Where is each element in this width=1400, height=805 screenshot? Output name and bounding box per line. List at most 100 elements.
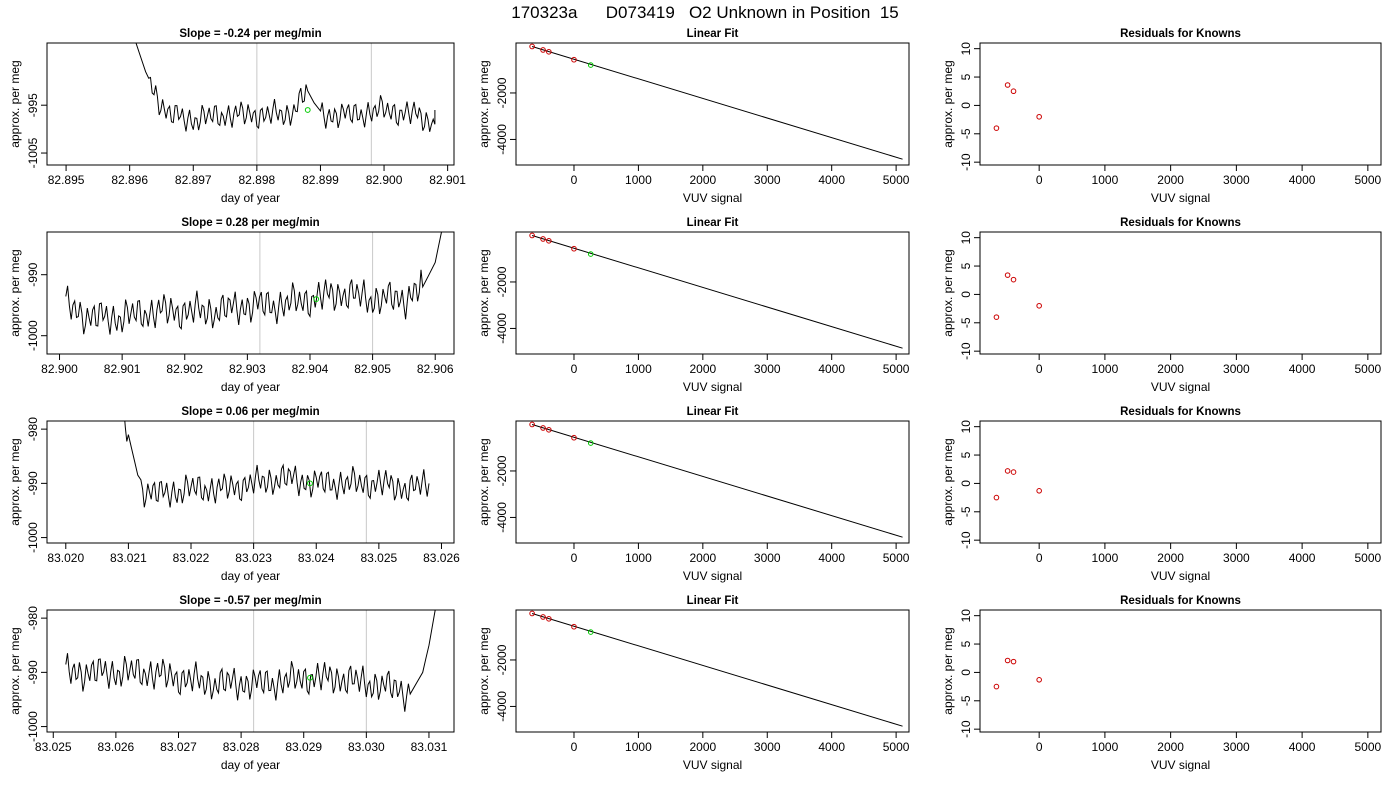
x-tick-label: 83.028	[223, 740, 260, 754]
x-tick-label: 2000	[1157, 740, 1184, 754]
y-tick-label: -2000	[495, 455, 509, 486]
x-tick-label: 2000	[689, 740, 716, 754]
x-tick-label: 4000	[1289, 551, 1316, 565]
panel-title: Linear Fit	[687, 406, 739, 418]
y-tick-label: -10	[959, 153, 973, 171]
figure-title: 170323a D073419 O2 Unknown in Position 1…	[511, 3, 898, 22]
x-axis-label: VUV signal	[1151, 758, 1210, 772]
panel-r4-c3: Residuals for Knowns 0 1000 2000 3000 4000 500…	[941, 595, 1382, 772]
x-tick-label: 82.897	[175, 173, 212, 187]
y-tick-label: -980	[26, 417, 40, 441]
y-tick-label: 0	[959, 102, 973, 109]
panel-r1-c1: Slope = -0.24 per meg/min 82.895 82.896 82.…	[8, 28, 466, 205]
x-tick-label: 2000	[689, 173, 716, 187]
known-point	[1004, 272, 1011, 278]
known-point	[546, 427, 552, 433]
known-point	[546, 616, 552, 622]
panel-title: Linear Fit	[687, 28, 739, 40]
x-tick-label: 83.026	[98, 740, 135, 754]
plot-area	[993, 272, 1042, 320]
y-tick-label: -1000	[26, 522, 40, 553]
y-tick-label: 5	[959, 640, 973, 647]
plot-frame	[515, 231, 910, 355]
y-tick-label: -2000	[495, 266, 509, 297]
known-point	[540, 425, 546, 431]
plot-area	[529, 421, 903, 538]
y-tick-label: -10	[959, 342, 973, 360]
x-tick-label: 83.030	[348, 740, 385, 754]
unknown-marker	[307, 480, 313, 487]
fit-line	[531, 46, 903, 160]
x-tick-label: 4000	[818, 173, 845, 187]
y-tick-label: -4000	[495, 313, 509, 344]
x-tick-label: 5000	[1355, 362, 1382, 376]
x-tick-label: 4000	[818, 740, 845, 754]
unknown-marker	[313, 296, 320, 303]
panel-r1-c2: Linear Fit 0 1000 2000 3000 4000 5000 -4000 -200…	[477, 28, 910, 205]
known-point	[571, 245, 577, 252]
known-point	[540, 47, 546, 53]
y-tick-label: 10	[959, 42, 973, 56]
x-tick-label: 1000	[625, 362, 652, 376]
x-tick-label: 4000	[818, 362, 845, 376]
panel-title: Residuals for Knowns	[1120, 595, 1241, 607]
panel-title: Slope = 0.06 per meg/min	[181, 406, 319, 418]
fit-line	[531, 424, 903, 538]
x-tick-label: 0	[571, 173, 578, 187]
x-tick-label: 3000	[754, 551, 781, 565]
known-point	[1036, 487, 1042, 494]
x-tick-label: 83.029	[285, 740, 322, 754]
y-tick-label: -4000	[495, 502, 509, 533]
unknown-point	[587, 440, 594, 446]
known-point	[571, 56, 577, 63]
series-line	[65, 610, 436, 712]
y-tick-label: 10	[959, 609, 973, 623]
x-tick-label: 83.025	[35, 740, 72, 754]
y-tick-label: -2000	[495, 77, 509, 108]
y-tick-label: -4000	[495, 691, 509, 722]
fit-line	[531, 235, 903, 349]
y-tick-label: -5	[959, 695, 973, 706]
y-axis-label: approx. per meg	[477, 60, 491, 147]
series-line	[65, 232, 442, 335]
y-tick-label: -1005	[26, 137, 40, 168]
x-tick-label: 1000	[625, 551, 652, 565]
panel-title: Slope = -0.57 per meg/min	[179, 595, 321, 607]
panel-r1-c3: Residuals for Knowns 0 1000 2000 3000 4000 500…	[941, 28, 1382, 205]
x-axis-label: VUV signal	[1151, 380, 1210, 394]
x-axis-label: VUV signal	[683, 380, 742, 394]
x-axis-label: day of year	[221, 569, 280, 583]
x-tick-label: 82.903	[229, 362, 266, 376]
known-point	[1010, 658, 1017, 665]
y-axis-label: approx. per meg	[477, 627, 491, 714]
x-tick-label: 0	[1036, 740, 1043, 754]
plot-area	[993, 82, 1042, 131]
plot-area	[124, 421, 430, 508]
x-tick-label: 0	[1036, 551, 1043, 565]
plot-frame	[979, 231, 1382, 355]
x-axis-label: VUV signal	[683, 191, 742, 205]
known-point	[571, 434, 577, 441]
known-point	[546, 49, 552, 55]
known-point	[993, 683, 1000, 690]
x-tick-label: 5000	[883, 362, 910, 376]
x-tick-label: 82.905	[354, 362, 391, 376]
y-tick-label: 5	[959, 262, 973, 269]
panel-title: Residuals for Knowns	[1120, 28, 1241, 40]
plot-area	[529, 610, 903, 727]
x-axis-label: day of year	[221, 758, 280, 772]
series-line	[124, 421, 430, 508]
x-tick-label: 82.902	[166, 362, 203, 376]
x-tick-label: 4000	[818, 551, 845, 565]
x-tick-label: 4000	[1289, 740, 1316, 754]
y-axis-label: approx. per meg	[477, 438, 491, 525]
known-point	[1004, 82, 1011, 88]
x-tick-label: 82.904	[292, 362, 329, 376]
y-axis-label: approx. per meg	[8, 60, 22, 147]
panel-grid: Slope = -0.24 per meg/min 82.895 82.896 82.…	[8, 28, 1382, 772]
x-tick-label: 2000	[1157, 362, 1184, 376]
panel-r2-c3: Residuals for Knowns 0 1000 2000 3000 4000 500…	[941, 217, 1382, 394]
y-tick-label: -2000	[495, 644, 509, 675]
x-tick-label: 3000	[1223, 740, 1250, 754]
